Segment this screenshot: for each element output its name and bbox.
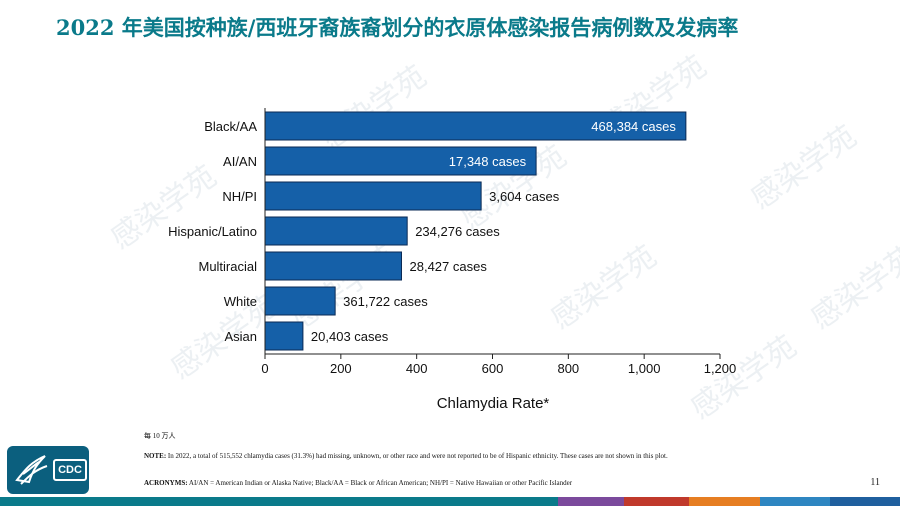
color-segment xyxy=(0,497,558,506)
x-tick-label: 600 xyxy=(482,361,504,376)
bar-black-aa xyxy=(264,111,687,141)
bottom-color-bar xyxy=(0,497,900,506)
bar-nh-pi xyxy=(264,181,482,211)
x-tick-label: 1,200 xyxy=(704,361,737,376)
bar-white xyxy=(264,286,336,316)
data-label: 3,604 cases xyxy=(489,189,560,204)
category-label: White xyxy=(224,294,257,309)
x-tick-label: 200 xyxy=(330,361,352,376)
slide-title: 2022 年美国按种族/西班牙裔族裔划分的衣原体感染报告病例数及发病率 xyxy=(56,15,739,40)
x-axis-title: Chlamydia Rate* xyxy=(437,395,550,412)
watermark-text: 感染学苑 xyxy=(545,239,663,336)
page-number: 11 xyxy=(870,477,880,488)
watermark-text: 感染学苑 xyxy=(105,159,223,256)
data-label: 20,403 cases xyxy=(311,329,389,344)
watermark-text: 感染学苑 xyxy=(685,329,803,426)
bar-asian xyxy=(264,321,304,351)
note-text: In 2022, a total of 515,552 chlamydia ca… xyxy=(166,452,668,460)
category-labels: Black/AA AI/AN NH/PI Hispanic/Latino Multira… xyxy=(168,119,257,344)
bars-group: 468,384 cases 17,348 cases 3,604 cases 234,… xyxy=(264,111,687,351)
rate-note: 每 10 万人 xyxy=(144,432,176,440)
category-label: AI/AN xyxy=(223,154,257,169)
acronyms-text: AI/AN = American Indian or Alaska Native… xyxy=(187,479,573,487)
note-label: NOTE: xyxy=(144,452,167,460)
data-label: 234,276 cases xyxy=(415,224,500,239)
hhs-eagle-icon xyxy=(15,455,48,485)
data-label: 468,384 cases xyxy=(591,119,676,134)
category-label: Hispanic/Latino xyxy=(168,224,257,239)
watermark-text: 感染学苑 xyxy=(805,239,900,336)
category-label: Multiracial xyxy=(198,259,257,274)
category-label: NH/PI xyxy=(222,189,257,204)
color-segment xyxy=(623,497,690,506)
category-label: Asian xyxy=(224,329,257,344)
category-label: Black/AA xyxy=(204,119,257,134)
color-segment xyxy=(558,497,624,506)
color-segment xyxy=(829,497,900,506)
bar-ai-an xyxy=(264,146,537,176)
watermark-text: 感染学苑 xyxy=(745,119,863,216)
x-axis: 0 200 400 600 800 1,000 1,200 xyxy=(261,108,736,376)
data-label: 361,722 cases xyxy=(343,294,428,309)
bar-multiracial xyxy=(264,251,402,281)
cdc-logo: CDC xyxy=(7,446,89,494)
x-tick-label: 1,000 xyxy=(628,361,661,376)
x-tick-label: 800 xyxy=(557,361,579,376)
data-label: 28,427 cases xyxy=(410,259,488,274)
x-tick-label: 400 xyxy=(406,361,428,376)
x-tick-label: 0 xyxy=(261,361,268,376)
watermark-text: 感染学苑 xyxy=(315,59,433,156)
color-segment xyxy=(689,497,760,506)
data-label: 17,348 cases xyxy=(449,154,527,169)
acronyms-label: ACRONYMS: xyxy=(144,479,188,487)
acronyms: ACRONYMS: AI/AN = American Indian or Ala… xyxy=(144,479,784,488)
bar-hispanic-latino xyxy=(264,216,408,246)
note: NOTE: In 2022, a total of 515,552 chlamy… xyxy=(144,452,744,461)
color-segment xyxy=(759,497,830,506)
cdc-logo-text: CDC xyxy=(53,459,87,481)
